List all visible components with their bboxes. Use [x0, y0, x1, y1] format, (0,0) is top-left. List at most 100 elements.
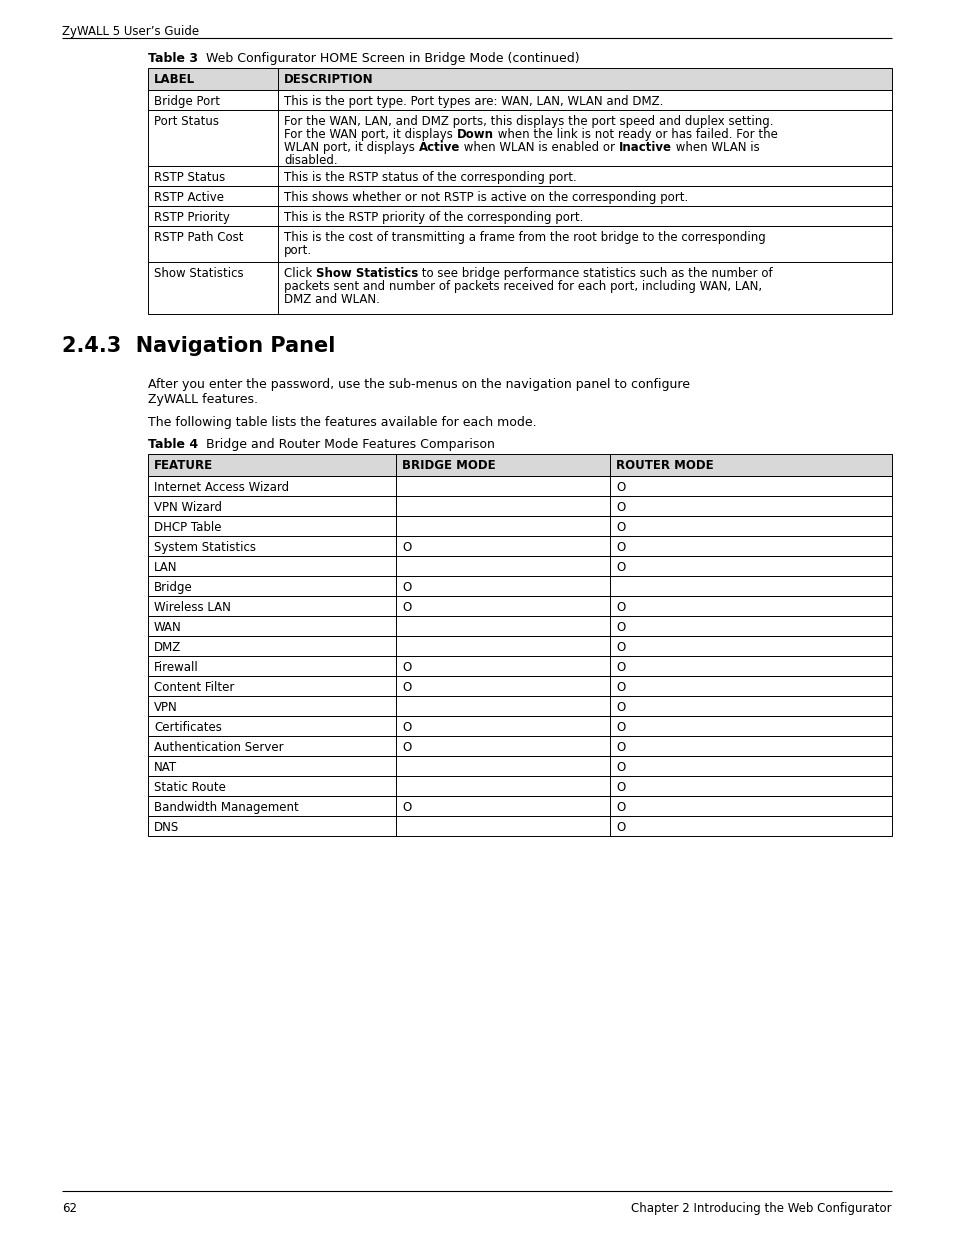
Text: Web Configurator HOME Screen in Bridge Mode (continued): Web Configurator HOME Screen in Bridge M… [193, 52, 579, 65]
Text: WLAN port, it displays: WLAN port, it displays [284, 141, 418, 154]
Bar [148, 776, 891, 797]
Text: BRIDGE MODE: BRIDGE MODE [401, 459, 496, 472]
Text: RSTP Path Cost: RSTP Path Cost [153, 231, 243, 245]
Bar [148, 165, 891, 186]
Text: Bandwidth Management: Bandwidth Management [153, 802, 298, 814]
Text: O: O [401, 601, 411, 614]
Text: Click: Click [284, 267, 315, 280]
Text: This is the port type. Port types are: WAN, LAN, WLAN and DMZ.: This is the port type. Port types are: W… [284, 95, 662, 107]
Text: O: O [616, 741, 624, 755]
Text: For the WAN, LAN, and DMZ ports, this displays the port speed and duplex setting: For the WAN, LAN, and DMZ ports, this di… [284, 115, 773, 128]
Bar [148, 516, 891, 536]
Text: Bridge Port: Bridge Port [153, 95, 220, 107]
Bar [148, 716, 891, 736]
Text: Table 3: Table 3 [148, 52, 198, 65]
Text: O: O [401, 661, 411, 674]
Text: O: O [616, 781, 624, 794]
Text: O: O [616, 621, 624, 634]
Bar [148, 576, 891, 597]
Bar [148, 454, 891, 475]
Text: Down: Down [456, 128, 493, 141]
Bar [148, 656, 891, 676]
Bar [148, 556, 891, 576]
Bar [148, 616, 891, 636]
Text: Show Statistics: Show Statistics [153, 267, 243, 280]
Text: WAN: WAN [153, 621, 182, 634]
Bar [148, 90, 891, 110]
Text: LAN: LAN [153, 561, 177, 574]
Text: O: O [616, 521, 624, 534]
Bar [148, 597, 891, 616]
Text: O: O [616, 501, 624, 514]
Text: The following table lists the features available for each mode.: The following table lists the features a… [148, 416, 536, 429]
Text: FEATURE: FEATURE [153, 459, 213, 472]
Text: O: O [616, 661, 624, 674]
Bar [148, 736, 891, 756]
Bar [148, 636, 891, 656]
Text: Firewall: Firewall [153, 661, 198, 674]
Text: when WLAN is: when WLAN is [671, 141, 759, 154]
Bar [148, 536, 891, 556]
Text: Table 4: Table 4 [148, 438, 198, 451]
Text: to see bridge performance statistics such as the number of: to see bridge performance statistics suc… [417, 267, 772, 280]
Text: O: O [616, 761, 624, 774]
Text: O: O [401, 802, 411, 814]
Text: Static Route: Static Route [153, 781, 226, 794]
Bar [148, 262, 891, 314]
Text: Content Filter: Content Filter [153, 680, 234, 694]
Text: Wireless LAN: Wireless LAN [153, 601, 231, 614]
Text: disabled.: disabled. [284, 154, 337, 167]
Text: 2.4.3  Navigation Panel: 2.4.3 Navigation Panel [62, 336, 335, 356]
Text: DMZ: DMZ [153, 641, 181, 655]
Text: O: O [616, 561, 624, 574]
Text: when the link is not ready or has failed. For the: when the link is not ready or has failed… [493, 128, 777, 141]
Text: This is the cost of transmitting a frame from the root bridge to the correspondi: This is the cost of transmitting a frame… [284, 231, 765, 245]
Text: O: O [616, 601, 624, 614]
Bar [148, 496, 891, 516]
Text: LABEL: LABEL [153, 73, 195, 86]
Text: RSTP Status: RSTP Status [153, 170, 225, 184]
Bar [148, 110, 891, 165]
Text: This shows whether or not RSTP is active on the corresponding port.: This shows whether or not RSTP is active… [284, 191, 687, 204]
Text: O: O [616, 541, 624, 555]
Text: DESCRIPTION: DESCRIPTION [284, 73, 374, 86]
Bar [148, 186, 891, 206]
Text: O: O [401, 580, 411, 594]
Text: System Statistics: System Statistics [153, 541, 255, 555]
Text: For the WAN port, it displays: For the WAN port, it displays [284, 128, 456, 141]
Text: Active: Active [418, 141, 459, 154]
Text: VPN: VPN [153, 701, 177, 714]
Text: Internet Access Wizard: Internet Access Wizard [153, 480, 289, 494]
Text: port.: port. [284, 245, 312, 257]
Text: packets sent and number of packets received for each port, including WAN, LAN,: packets sent and number of packets recei… [284, 280, 761, 293]
Text: NAT: NAT [153, 761, 177, 774]
Text: O: O [616, 680, 624, 694]
Text: O: O [616, 641, 624, 655]
Text: O: O [616, 821, 624, 834]
Bar [148, 206, 891, 226]
Text: Authentication Server: Authentication Server [153, 741, 283, 755]
Text: O: O [616, 480, 624, 494]
Text: Chapter 2 Introducing the Web Configurator: Chapter 2 Introducing the Web Configurat… [631, 1202, 891, 1215]
Text: VPN Wizard: VPN Wizard [153, 501, 222, 514]
Bar [148, 816, 891, 836]
Bar [148, 756, 891, 776]
Text: This is the RSTP status of the corresponding port.: This is the RSTP status of the correspon… [284, 170, 577, 184]
Text: ROUTER MODE: ROUTER MODE [616, 459, 713, 472]
Text: Inactive: Inactive [618, 141, 671, 154]
Text: ZyWALL 5 User’s Guide: ZyWALL 5 User’s Guide [62, 25, 199, 38]
Text: O: O [401, 721, 411, 734]
Text: DMZ and WLAN.: DMZ and WLAN. [284, 293, 379, 306]
Bar [148, 475, 891, 496]
Text: O: O [616, 701, 624, 714]
Text: Certificates: Certificates [153, 721, 222, 734]
Text: when WLAN is enabled or: when WLAN is enabled or [459, 141, 618, 154]
Text: Show Statistics: Show Statistics [315, 267, 417, 280]
Bar [148, 697, 891, 716]
Text: ZyWALL features.: ZyWALL features. [148, 393, 257, 406]
Text: Bridge: Bridge [153, 580, 193, 594]
Text: Port Status: Port Status [153, 115, 219, 128]
Text: DNS: DNS [153, 821, 179, 834]
Text: DHCP Table: DHCP Table [153, 521, 221, 534]
Bar [148, 797, 891, 816]
